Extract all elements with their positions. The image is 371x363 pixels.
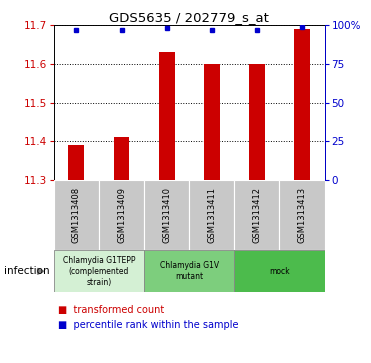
Text: ■  percentile rank within the sample: ■ percentile rank within the sample xyxy=(58,320,238,330)
Bar xyxy=(144,180,189,250)
Bar xyxy=(204,64,220,180)
Bar xyxy=(144,250,234,292)
Bar xyxy=(234,180,279,250)
Text: mock: mock xyxy=(269,267,290,276)
Bar xyxy=(249,64,265,180)
Bar xyxy=(69,145,84,180)
Bar xyxy=(99,180,144,250)
Bar xyxy=(114,137,129,180)
Text: GSM1313409: GSM1313409 xyxy=(117,187,126,243)
Bar xyxy=(294,29,310,180)
Bar xyxy=(189,180,234,250)
Text: ■  transformed count: ■ transformed count xyxy=(58,305,164,315)
Bar xyxy=(279,180,325,250)
Text: GSM1313411: GSM1313411 xyxy=(207,187,216,243)
Bar xyxy=(54,180,99,250)
Text: infection: infection xyxy=(4,266,49,276)
Text: GSM1313408: GSM1313408 xyxy=(72,187,81,243)
Title: GDS5635 / 202779_s_at: GDS5635 / 202779_s_at xyxy=(109,11,269,24)
Bar xyxy=(159,52,174,180)
Bar xyxy=(234,250,325,292)
Text: Chlamydia G1V
mutant: Chlamydia G1V mutant xyxy=(160,261,219,281)
Text: GSM1313412: GSM1313412 xyxy=(252,187,262,243)
Text: GSM1313413: GSM1313413 xyxy=(298,187,306,243)
Text: Chlamydia G1TEPP
(complemented
strain): Chlamydia G1TEPP (complemented strain) xyxy=(63,256,135,287)
Text: GSM1313410: GSM1313410 xyxy=(162,187,171,243)
Bar xyxy=(54,250,144,292)
